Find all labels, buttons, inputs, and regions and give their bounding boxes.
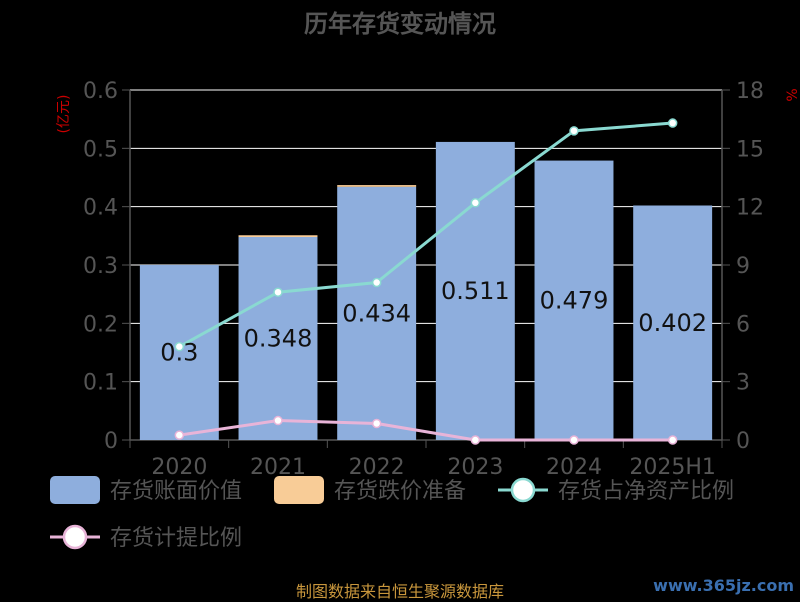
x-tick-label: 2024: [546, 455, 602, 480]
bar-inventory-value: [139, 265, 219, 440]
watermark: www.365jz.com: [653, 576, 794, 595]
y-left-tick-label: 0.4: [83, 196, 118, 221]
legend-label: 存货计提比例: [110, 526, 242, 551]
y-right-tick-label: 18: [736, 79, 764, 104]
bar-impairment-provision: [337, 185, 417, 187]
bar-data-label: 0.511: [441, 277, 510, 305]
x-tick-label: 2020: [151, 455, 207, 480]
legend-swatch: [274, 476, 324, 504]
x-tick-label: 2025H1: [629, 455, 716, 480]
line-inventory-to-net-assets: [178, 121, 673, 348]
y-left-tick-label: 0.2: [83, 312, 118, 337]
point-provision-ratio: [174, 430, 185, 440]
point-provision-ratio: [470, 435, 481, 445]
bar-inventory-value: [337, 186, 417, 440]
y-left-unit: (亿元): [56, 95, 72, 134]
y-left-tick-label: 0: [104, 429, 118, 454]
bar-data-label: 0.3: [160, 339, 198, 367]
point-inventory-to-net-assets: [470, 198, 481, 208]
y-left-tick-label: 0.1: [83, 371, 118, 396]
x-tick-label: 2021: [250, 455, 306, 480]
legend-marker: [62, 524, 88, 550]
y-right-unit: %: [785, 88, 800, 101]
bar-impairment-provision: [238, 235, 318, 237]
point-provision-ratio: [273, 415, 283, 426]
y-right-tick-label: 15: [736, 137, 764, 162]
y-left-tick-label: 0.6: [83, 79, 118, 104]
x-tick-label: 2022: [349, 455, 405, 480]
bar-data-label: 0.434: [342, 299, 411, 327]
point-inventory-to-net-assets: [273, 287, 283, 297]
point-inventory-to-net-assets: [667, 118, 678, 128]
point-provision-ratio: [371, 418, 382, 429]
bar-data-label: 0.348: [244, 325, 313, 353]
point-provision-ratio: [569, 435, 579, 445]
y-right-tick-label: 6: [736, 312, 750, 337]
point-inventory-to-net-assets: [371, 277, 382, 288]
legend-swatch: [50, 476, 100, 504]
chart-title: 历年存货变动情况: [304, 10, 496, 38]
point-inventory-to-net-assets: [174, 341, 185, 352]
bar-data-label: 0.479: [540, 286, 609, 314]
y-left-tick-label: 0.5: [83, 137, 118, 162]
y-left-tick-label: 0.3: [83, 254, 118, 279]
legend-label: 存货跌价准备: [334, 479, 466, 504]
bar-inventory-value: [238, 237, 318, 440]
bar-inventory-value: [435, 141, 515, 440]
legend-marker: [510, 477, 536, 503]
point-inventory-to-net-assets: [569, 126, 579, 136]
y-right-tick-label: 9: [736, 254, 750, 279]
y-right-tick-label: 3: [736, 371, 750, 396]
legend-label: 存货账面价值: [110, 479, 242, 504]
x-tick-label: 2023: [447, 455, 503, 480]
data-source-note: 制图数据来自恒生聚源数据库: [295, 582, 504, 601]
bar-inventory-value: [633, 205, 713, 440]
legend-label: 存货占净资产比例: [558, 479, 734, 504]
point-provision-ratio: [667, 435, 678, 445]
line-provision-ratio: [179, 419, 673, 442]
bar-inventory-value: [534, 160, 614, 441]
y-right-tick-label: 12: [736, 196, 764, 221]
y-right-tick-label: 0: [736, 429, 750, 454]
bar-data-label: 0.402: [638, 309, 707, 337]
